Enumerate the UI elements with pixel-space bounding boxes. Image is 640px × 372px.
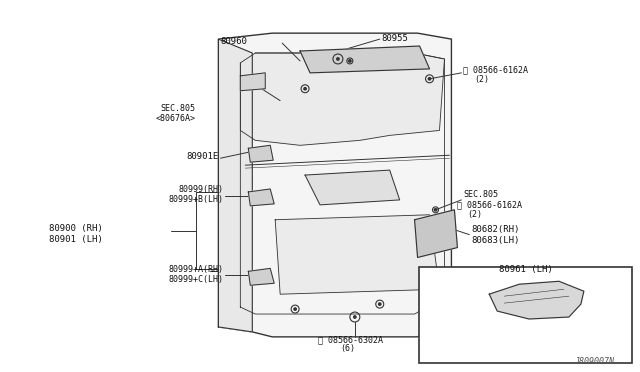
- Polygon shape: [489, 281, 584, 319]
- Polygon shape: [415, 210, 458, 257]
- Text: 80961 (LH): 80961 (LH): [499, 265, 553, 274]
- Polygon shape: [248, 189, 274, 206]
- Polygon shape: [248, 145, 273, 162]
- Text: Ⓢ 08566-6302A: Ⓢ 08566-6302A: [318, 335, 383, 344]
- Circle shape: [337, 58, 339, 60]
- Bar: [419, 267, 632, 363]
- Text: 80999+C(LH): 80999+C(LH): [168, 275, 223, 284]
- Circle shape: [378, 303, 381, 305]
- Text: (2): (2): [474, 75, 490, 84]
- Text: SEC.805: SEC.805: [161, 104, 196, 113]
- Circle shape: [304, 87, 307, 90]
- Text: 80900 (RH): 80900 (RH): [49, 224, 103, 233]
- Polygon shape: [218, 39, 252, 332]
- Text: Ⓢ 08566-6162A: Ⓢ 08566-6162A: [458, 201, 522, 209]
- Text: (2): (2): [467, 210, 483, 219]
- Polygon shape: [305, 170, 399, 205]
- Polygon shape: [241, 73, 265, 91]
- Polygon shape: [241, 53, 444, 145]
- Text: J809007N: J809007N: [574, 357, 614, 366]
- Circle shape: [508, 303, 510, 305]
- Circle shape: [553, 296, 555, 298]
- Circle shape: [294, 308, 296, 310]
- Text: 80682(RH): 80682(RH): [471, 225, 520, 234]
- Text: 80999+A(RH): 80999+A(RH): [168, 265, 223, 274]
- Text: 80955: 80955: [381, 33, 408, 43]
- Circle shape: [435, 209, 436, 211]
- Text: <80676A>: <80676A>: [156, 114, 196, 123]
- Text: Ⓢ 08566-6162A: Ⓢ 08566-6162A: [463, 65, 529, 74]
- Circle shape: [428, 78, 431, 80]
- Text: (6): (6): [340, 344, 355, 353]
- Polygon shape: [218, 33, 451, 337]
- Polygon shape: [275, 215, 440, 294]
- Polygon shape: [248, 268, 274, 285]
- Text: 80999+B(LH): 80999+B(LH): [168, 195, 223, 204]
- Text: 80901E: 80901E: [186, 152, 218, 161]
- Text: 80901 (LH): 80901 (LH): [49, 235, 103, 244]
- Text: 80960: 80960: [220, 36, 247, 46]
- Polygon shape: [300, 46, 429, 73]
- Text: SEC.805: SEC.805: [463, 190, 499, 199]
- Circle shape: [349, 60, 351, 62]
- Circle shape: [354, 316, 356, 318]
- Text: 80999(RH): 80999(RH): [179, 186, 223, 195]
- Text: 80683(LH): 80683(LH): [471, 236, 520, 245]
